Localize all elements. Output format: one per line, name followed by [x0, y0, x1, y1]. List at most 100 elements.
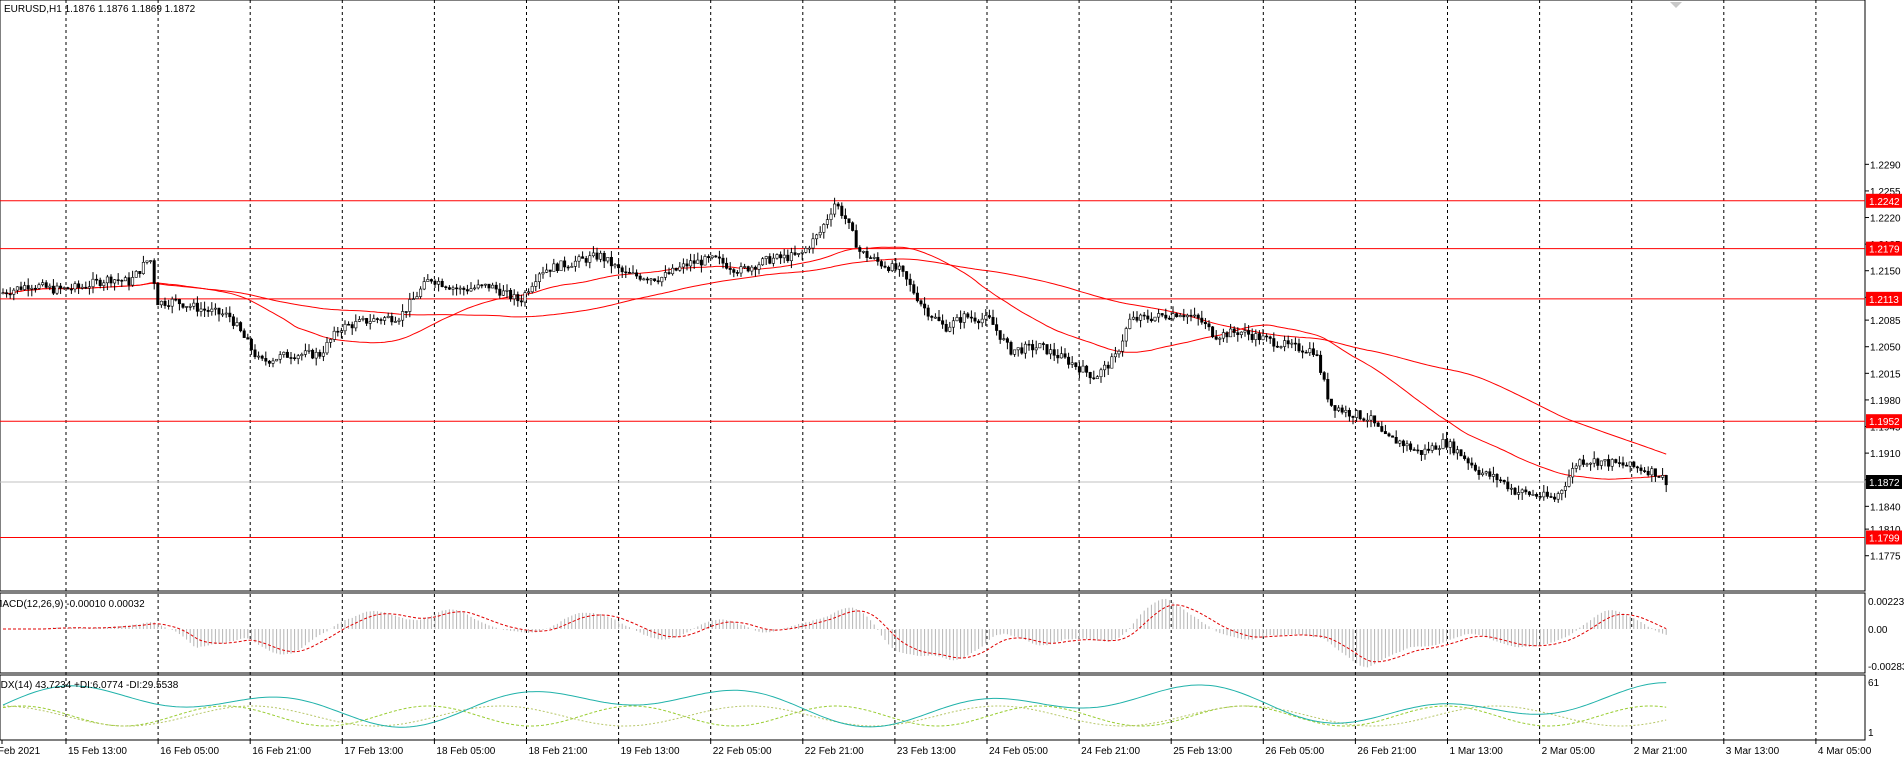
candle-body	[509, 289, 513, 300]
candle-body	[59, 285, 63, 289]
candle-body	[959, 317, 963, 323]
candle-body	[1178, 315, 1182, 318]
candle-body	[933, 316, 937, 319]
price-tick-label: 1.2255	[1870, 187, 1901, 198]
time-tick-label: 4 Mar 05:00	[1818, 746, 1872, 757]
candle-body	[843, 215, 847, 220]
candle-body	[455, 287, 459, 290]
time-tick-label: 2 Mar 05:00	[1542, 746, 1596, 757]
candle-body	[393, 321, 397, 323]
chart-shift-icon[interactable]	[1670, 2, 1682, 8]
candle-body	[624, 271, 628, 274]
candle-body	[123, 277, 127, 282]
candle-body	[210, 308, 214, 312]
price-tick-label: 1.2290	[1870, 160, 1901, 171]
candle-body	[1157, 313, 1161, 318]
candle-body	[764, 256, 768, 260]
candle-body	[523, 292, 527, 303]
candle-body	[415, 296, 419, 300]
candle-body	[948, 326, 952, 332]
candle-body	[678, 266, 682, 271]
price-axis[interactable]: 1.22901.22551.22201.21851.21501.21151.20…	[1865, 160, 1901, 563]
candle-body	[617, 264, 621, 269]
time-axis[interactable]: 12 Feb 2021 15 Feb 13:00 16 Feb 05:00 16 Fe…	[0, 740, 1904, 757]
candle-body	[181, 303, 185, 308]
candle-body	[1509, 487, 1513, 490]
candle-body	[545, 269, 549, 273]
macd-axis-zero: 0.00	[1868, 625, 1888, 636]
time-tick-label: 18 Feb 05:00	[436, 746, 495, 757]
candle-body	[663, 272, 667, 278]
candle-body	[48, 285, 52, 288]
candle-body	[357, 319, 361, 322]
candle-body	[149, 260, 153, 262]
candle-body	[221, 313, 225, 316]
candle-body	[1243, 330, 1247, 333]
candle-body	[1556, 493, 1560, 500]
candle-body	[930, 315, 934, 318]
candle-body	[1, 292, 5, 294]
candle-body	[613, 264, 617, 267]
candle-body	[584, 258, 588, 263]
candle-body	[8, 293, 12, 296]
candle-body	[390, 316, 394, 323]
candle-body	[685, 263, 689, 267]
candle-body	[1643, 470, 1647, 472]
candle-body	[1347, 409, 1351, 417]
candle-body	[753, 266, 757, 270]
candle-body	[253, 349, 257, 358]
level-badge	[1866, 530, 1902, 545]
candle-body	[1261, 335, 1265, 341]
price-pane[interactable]	[0, 0, 1866, 592]
candle-body	[505, 289, 509, 292]
candle-body	[1542, 491, 1546, 498]
candle-body	[746, 266, 750, 272]
candle-body	[1383, 431, 1387, 435]
candle-body	[969, 316, 973, 319]
candle-body	[19, 286, 23, 290]
candle-body	[1661, 475, 1665, 478]
candle-body	[156, 283, 160, 306]
candle-body	[732, 269, 736, 273]
candle-body	[1434, 445, 1438, 450]
candle-body	[15, 286, 19, 291]
horizontal-levels[interactable]	[0, 200, 1865, 538]
candle-body	[33, 287, 37, 290]
candle-body	[1070, 362, 1074, 365]
candle-body	[1095, 376, 1099, 380]
time-tick-label: 18 Feb 21:00	[529, 746, 588, 757]
macd-axis-top: 0.00223	[1868, 597, 1904, 608]
candle-body	[537, 273, 541, 282]
candle-body	[1135, 316, 1139, 321]
price-tick-label: 1.2150	[1870, 267, 1901, 278]
candle-body	[185, 306, 189, 308]
candle-body	[51, 285, 55, 294]
time-tick-label: 22 Feb 21:00	[805, 746, 864, 757]
candle-body	[1657, 476, 1661, 478]
candle-body	[1257, 333, 1261, 341]
candle-body	[228, 312, 232, 318]
candle-body	[1103, 364, 1107, 371]
candle-body	[1337, 407, 1341, 411]
candle-body	[851, 222, 855, 231]
candle-body	[213, 307, 217, 310]
macd-header: MACD(12,26,9) -0.00010 0.00032	[0, 599, 145, 610]
candle-body	[631, 272, 635, 275]
time-tick-label: 19 Feb 13:00	[621, 746, 680, 757]
adx-pane[interactable]	[0, 674, 1866, 741]
candle-body	[1653, 468, 1657, 477]
candle-body	[833, 203, 837, 215]
candle-body	[1329, 398, 1333, 406]
candle-body	[635, 272, 639, 277]
candle-body	[246, 337, 250, 340]
candle-body	[566, 266, 570, 269]
candle-body	[1340, 407, 1344, 413]
candle-body	[1488, 471, 1492, 477]
candle-body	[87, 286, 91, 289]
candle-body	[267, 360, 271, 364]
candle-body	[231, 316, 235, 326]
candle-body	[1117, 350, 1121, 355]
candle-body	[642, 278, 646, 281]
candlesticks[interactable]	[1, 197, 1668, 503]
